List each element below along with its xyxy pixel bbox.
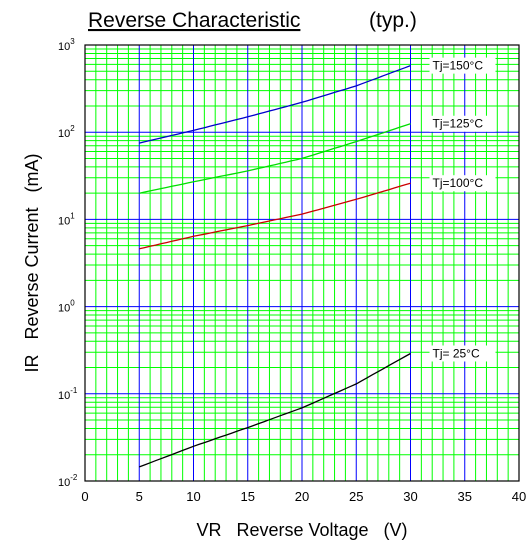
series-annotation: Tj=100°C xyxy=(433,176,484,190)
y-tick-exponent: 2 xyxy=(70,124,75,133)
x-tick-labels: 0 5 10 15 20 25 30 35 40 xyxy=(81,489,526,504)
y-axis-label: IR Reverse Current (mA) xyxy=(22,153,42,372)
y-tick-label: 10-2 xyxy=(58,473,78,489)
annotation-box xyxy=(429,57,496,74)
y-tick-exponent: -1 xyxy=(70,386,78,395)
series-line xyxy=(139,352,411,468)
series-annotation: Tj= 25°C xyxy=(433,346,480,360)
y-tick-base: 10 xyxy=(58,303,70,315)
series-line xyxy=(139,64,411,144)
annotation-box xyxy=(429,115,496,132)
series-annotation: Tj=125°C xyxy=(433,117,484,131)
chart-subtitle: (typ.) xyxy=(369,9,417,32)
x-tick-label: 30 xyxy=(403,489,417,504)
x-tick-label: 15 xyxy=(241,489,255,504)
y-tick-base: 10 xyxy=(58,41,70,53)
y-tick-base: 10 xyxy=(58,128,70,140)
x-axis-label: VR Reverse Voltage (V) xyxy=(196,520,407,540)
annotation-box xyxy=(429,345,496,362)
x-tick-label: 40 xyxy=(512,489,526,504)
y-tick-exponent: 1 xyxy=(70,211,75,220)
x-tick-label: 20 xyxy=(295,489,309,504)
y-tick-base: 10 xyxy=(58,215,70,227)
chart-title: Reverse Characteristic xyxy=(88,9,300,32)
series-line xyxy=(139,123,411,194)
major-grid xyxy=(85,45,519,481)
x-tick-label: 35 xyxy=(458,489,472,504)
y-tick-label: 100 xyxy=(58,299,75,315)
annotation-layer: Tj=150°C Tj=125°C Tj=100°C Tj= 25°C xyxy=(429,57,496,362)
y-tick-base: 10 xyxy=(58,477,70,489)
x-tick-label: 10 xyxy=(186,489,200,504)
chart-title-main: Reverse Characteristic xyxy=(88,9,300,32)
y-tick-label: 102 xyxy=(58,124,75,140)
x-tick-label: 25 xyxy=(349,489,363,504)
y-tick-exponent: -2 xyxy=(70,473,78,482)
series-layer xyxy=(139,64,411,468)
series-line xyxy=(139,182,411,250)
minor-grid xyxy=(85,45,519,481)
y-tick-label: 101 xyxy=(58,211,75,227)
y-tick-exponent: 0 xyxy=(70,299,75,308)
annotation-box xyxy=(429,175,496,192)
x-tick-label: 0 xyxy=(81,489,88,504)
y-tick-label: 103 xyxy=(58,37,75,53)
y-tick-label: 10-1 xyxy=(58,386,78,402)
x-tick-label: 5 xyxy=(136,489,143,504)
plot-frame xyxy=(84,44,520,482)
y-tick-exponent: 3 xyxy=(70,37,75,46)
series-annotation: Tj=150°C xyxy=(433,59,484,73)
y-tick-base: 10 xyxy=(58,390,70,402)
